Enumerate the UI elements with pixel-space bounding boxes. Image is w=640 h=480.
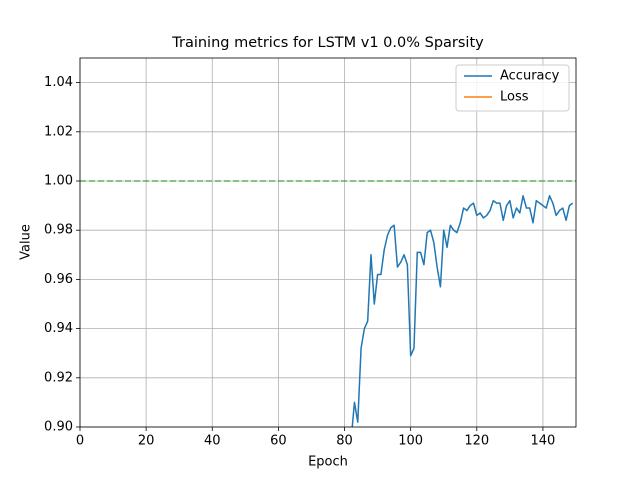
y-tick-label: 1.04 bbox=[44, 75, 73, 90]
y-tick-label: 0.98 bbox=[44, 223, 73, 238]
y-tick-label: 1.02 bbox=[44, 124, 73, 139]
y-tick-label: 0.96 bbox=[44, 272, 73, 287]
legend-label: Loss bbox=[500, 90, 529, 105]
legend-label: Accuracy bbox=[500, 69, 560, 84]
y-tick-label: 0.90 bbox=[44, 420, 73, 435]
x-tick-label: 20 bbox=[138, 434, 155, 449]
y-tick-label: 0.92 bbox=[44, 370, 73, 385]
x-tick-label: 60 bbox=[270, 434, 287, 449]
x-tick-label: 100 bbox=[398, 434, 423, 449]
y-tick-label: 1.00 bbox=[44, 174, 73, 189]
x-tick-label: 120 bbox=[464, 434, 489, 449]
plot-area bbox=[80, 180, 576, 427]
y-axis-label: Value bbox=[19, 224, 34, 260]
chart-title: Training metrics for LSTM v1 0.0% Sparsi… bbox=[171, 35, 484, 51]
axes-frame bbox=[79, 57, 577, 428]
x-axis-label: Epoch bbox=[308, 455, 348, 470]
data-line bbox=[351, 195, 574, 427]
x-tick-label: 0 bbox=[76, 434, 84, 449]
x-tick-label: 80 bbox=[336, 434, 353, 449]
x-tick-label: 40 bbox=[204, 434, 221, 449]
y-tick-label: 0.94 bbox=[44, 321, 73, 336]
x-tick-label: 140 bbox=[531, 434, 556, 449]
